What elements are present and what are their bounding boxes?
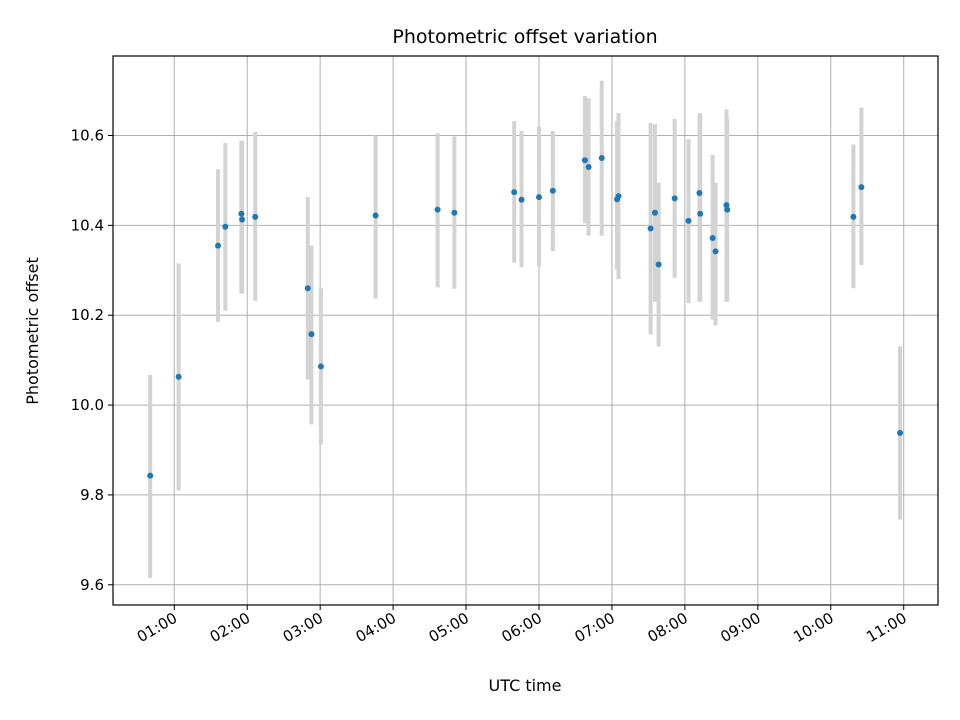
x-tick-label: 05:00 xyxy=(426,609,472,646)
data-point xyxy=(585,163,592,170)
x-tick-label: 03:00 xyxy=(280,609,326,646)
data-point xyxy=(615,193,622,200)
data-point xyxy=(723,202,730,209)
data-points xyxy=(147,154,904,479)
data-point xyxy=(671,195,678,202)
plot-area xyxy=(112,55,939,606)
data-point xyxy=(651,209,658,216)
x-tick-label: 10:00 xyxy=(790,609,836,646)
data-point xyxy=(647,225,654,232)
y-tick-label: 10.0 xyxy=(71,396,104,414)
error-bars xyxy=(148,80,903,579)
data-point xyxy=(252,213,259,220)
data-point xyxy=(304,285,311,292)
data-point xyxy=(511,189,518,196)
data-point xyxy=(696,190,703,197)
grid xyxy=(113,56,938,605)
x-tick-label: 06:00 xyxy=(499,609,545,646)
y-tick-label: 10.4 xyxy=(71,216,104,234)
data-point xyxy=(709,234,716,241)
x-tick-label: 09:00 xyxy=(717,609,763,646)
data-point xyxy=(697,210,704,217)
data-point xyxy=(581,157,588,164)
data-point xyxy=(535,194,542,201)
data-point xyxy=(518,196,525,203)
data-point xyxy=(598,154,605,161)
x-axis-label: UTC time xyxy=(489,676,562,695)
y-axis: 9.6 9.8 10.0 10.2 10.4 10.6 xyxy=(71,127,113,594)
y-tick-label: 10.6 xyxy=(71,127,104,145)
data-point xyxy=(897,429,904,436)
data-point xyxy=(549,187,556,194)
y-axis-label: Photometric offset xyxy=(23,257,42,405)
chart-title: Photometric offset variation xyxy=(392,26,657,48)
x-tick-label: 07:00 xyxy=(571,609,617,646)
data-point xyxy=(850,213,857,220)
data-point xyxy=(222,223,229,230)
data-point xyxy=(175,373,182,380)
data-point xyxy=(147,472,154,479)
y-tick-label: 9.6 xyxy=(80,576,104,594)
x-axis: 01:00 02:00 03:00 04:00 05:00 06:00 07:00 08:00… xyxy=(134,605,910,646)
data-point xyxy=(451,209,458,216)
data-point xyxy=(215,242,222,249)
y-tick-label: 9.8 xyxy=(80,486,104,504)
x-tick-label: 11:00 xyxy=(863,609,909,646)
data-point xyxy=(434,206,441,213)
x-tick-label: 08:00 xyxy=(644,609,690,646)
data-point xyxy=(238,210,245,217)
data-point xyxy=(724,206,731,213)
data-point xyxy=(308,331,315,338)
data-point xyxy=(858,184,865,191)
x-tick-label: 01:00 xyxy=(134,609,180,646)
x-tick-label: 02:00 xyxy=(207,609,253,646)
data-point xyxy=(317,363,324,370)
data-point xyxy=(712,248,719,255)
data-point xyxy=(239,216,246,223)
x-tick-label: 04:00 xyxy=(353,609,399,646)
data-point xyxy=(372,212,379,219)
y-tick-label: 10.2 xyxy=(71,306,104,324)
data-point xyxy=(655,261,662,268)
data-point xyxy=(685,217,692,224)
